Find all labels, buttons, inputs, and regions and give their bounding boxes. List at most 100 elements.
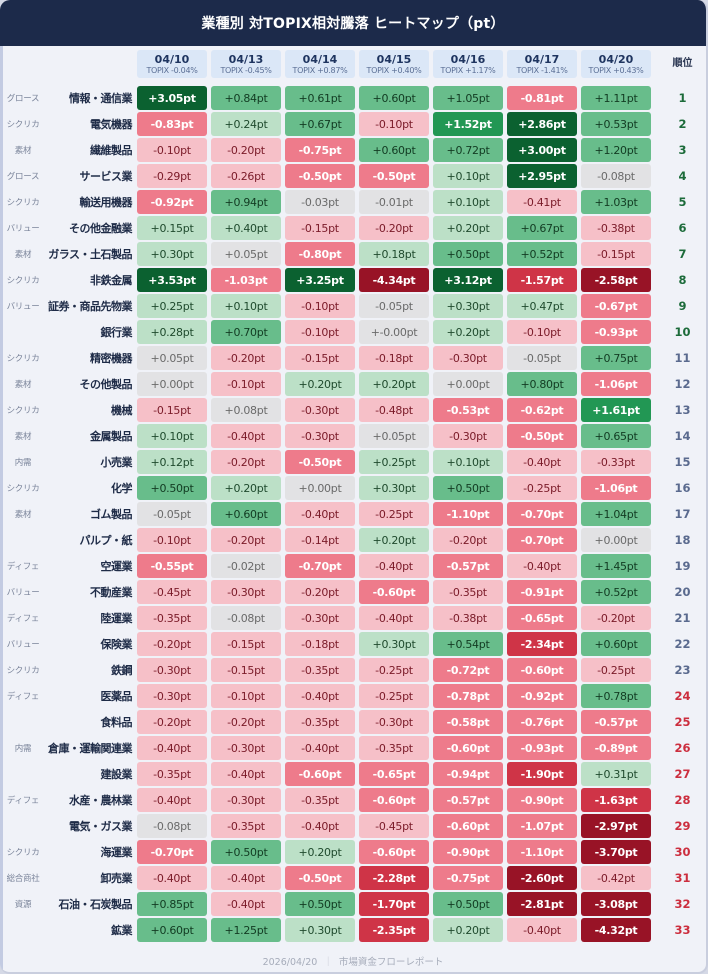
table-row: 建設業 -0.35pt -0.40pt -0.60pt -0.65pt -0.94pt -1… — [0, 762, 706, 786]
table-row: バリュー 不動産業 -0.45pt -0.30pt -0.20pt -0.60pt -0.3… — [0, 580, 706, 604]
style-tag: シクリカ — [6, 276, 40, 286]
topix-change-label: TOPIX +0.43% — [588, 65, 644, 75]
heatmap-cell: +0.67pt — [507, 216, 577, 240]
heatmap-cell: -0.30pt — [211, 736, 281, 760]
sector-name: 水産・農林業 — [69, 794, 133, 807]
heatmap-cell: +0.20pt — [211, 476, 281, 500]
heatmap-cell: -0.35pt — [211, 814, 281, 838]
heatmap-cell: -0.92pt — [507, 684, 577, 708]
heatmap-cell: -0.10pt — [285, 294, 355, 318]
style-tag: ディフェ — [6, 692, 40, 702]
rank-header: 順位 — [672, 58, 693, 69]
style-tag: 素材 — [14, 432, 32, 442]
table-row: シクリカ 精密機器 +0.05pt -0.20pt -0.15pt -0.18pt -0.3… — [0, 346, 706, 370]
rank-value: 9 — [678, 299, 687, 313]
heatmap-cell: -0.15pt — [581, 242, 651, 266]
rank-value: 7 — [678, 247, 687, 261]
heatmap-cell: +-0.00pt — [359, 320, 429, 344]
heatmap-cell: -0.60pt — [507, 658, 577, 682]
heatmap-cell: -0.42pt — [581, 866, 651, 890]
sector-name: パルプ・紙 — [79, 534, 133, 547]
rank-value: 3 — [678, 143, 687, 157]
heatmap-cell: -0.60pt — [433, 814, 503, 838]
heatmap-cell: -0.90pt — [507, 788, 577, 812]
heatmap-cell: -0.30pt — [433, 346, 503, 370]
heatmap-cell: -0.40pt — [211, 866, 281, 890]
sector-name: 電気機器 — [90, 118, 133, 131]
heatmap-cell: -0.50pt — [507, 424, 577, 448]
heatmap-cell: -0.25pt — [359, 502, 429, 526]
rank-value: 30 — [674, 845, 691, 859]
heatmap-cell: +0.50pt — [137, 476, 207, 500]
heatmap-cell: -0.60pt — [359, 840, 429, 864]
table-row: シクリカ 非鉄金属 +3.53pt -1.03pt +3.25pt -4.34pt +3.1… — [0, 268, 706, 292]
table-row: グロース サービス業 -0.29pt -0.26pt -0.50pt -0.50pt +0.… — [0, 164, 706, 188]
heatmap-cell: +0.30pt — [359, 632, 429, 656]
sector-name: 情報・通信業 — [69, 92, 133, 105]
heatmap-cell: +0.20pt — [433, 918, 503, 942]
rank-value: 5 — [678, 195, 687, 209]
heatmap-cell: -0.57pt — [581, 710, 651, 734]
rank-value: 8 — [678, 273, 687, 287]
date-header-04-15: 04/15 TOPIX +0.40% — [359, 50, 429, 78]
heatmap-cell: +0.50pt — [433, 242, 503, 266]
heatmap-cell: +0.75pt — [581, 346, 651, 370]
heatmap-cell: -0.91pt — [507, 580, 577, 604]
heatmap-cell: +0.31pt — [581, 762, 651, 786]
sector-name: 銀行業 — [100, 326, 133, 339]
date-label: 04/15 — [376, 52, 412, 66]
table-row: シクリカ 鉄鋼 -0.30pt -0.15pt -0.35pt -0.25pt -0.72p… — [0, 658, 706, 682]
heatmap-cell: -0.10pt — [211, 372, 281, 396]
heatmap-cell: -0.01pt — [359, 190, 429, 214]
sector-name: その他製品 — [79, 378, 133, 391]
heatmap-cell: -0.40pt — [137, 788, 207, 812]
heatmap-cell: +1.20pt — [581, 138, 651, 162]
heatmap-cell: -0.38pt — [433, 606, 503, 630]
heatmap-cell: +0.72pt — [433, 138, 503, 162]
heatmap-cell: -0.30pt — [359, 710, 429, 734]
style-tag: 素材 — [14, 250, 32, 260]
sector-name: 倉庫・運輸関連業 — [48, 742, 133, 755]
heatmap-cell: -0.58pt — [433, 710, 503, 734]
date-header-04-20: 04/20 TOPIX +0.43% — [581, 50, 651, 78]
table-row: 鉱業 +0.60pt +1.25pt +0.30pt -2.35pt +0.20pt -0.… — [0, 918, 706, 942]
heatmap-cell: -2.60pt — [507, 866, 577, 890]
heatmap-cell: +0.12pt — [137, 450, 207, 474]
heatmap-cell: -1.63pt — [581, 788, 651, 812]
heatmap-cell: -0.35pt — [359, 736, 429, 760]
sector-name: 証券・商品先物業 — [48, 300, 133, 313]
sector-name: 陸運業 — [100, 612, 133, 625]
heatmap-cell: +0.60pt — [359, 86, 429, 110]
heatmap-cell: -0.35pt — [433, 580, 503, 604]
rank-value: 2 — [678, 117, 687, 131]
heatmap-cell: -0.72pt — [433, 658, 503, 682]
style-tag: 素材 — [14, 510, 32, 520]
sector-name: 機械 — [111, 404, 133, 417]
heatmap-cell: -0.35pt — [137, 606, 207, 630]
heatmap-cell: +0.05pt — [211, 242, 281, 266]
heatmap-cell: +3.05pt — [137, 86, 207, 110]
footer-date: 2026/04/20 — [262, 957, 318, 968]
rank-value: 22 — [674, 637, 691, 651]
rank-value: 20 — [674, 585, 691, 599]
date-header-04-13: 04/13 TOPIX -0.45% — [211, 50, 281, 78]
heatmap-cell: -0.30pt — [433, 424, 503, 448]
heatmap-cell: -2.58pt — [581, 268, 651, 292]
heatmap-cell: -0.25pt — [359, 658, 429, 682]
heatmap-cell: -2.34pt — [507, 632, 577, 656]
table-row: パルプ・紙 -0.10pt -0.20pt -0.14pt +0.20pt -0.20pt… — [0, 528, 706, 552]
heatmap-cell: -0.40pt — [507, 554, 577, 578]
topix-change-label: TOPIX -0.45% — [220, 65, 272, 75]
heatmap-cell: -0.30pt — [285, 398, 355, 422]
topix-change-label: TOPIX +0.87% — [292, 65, 348, 75]
heatmap-cell: +0.10pt — [433, 164, 503, 188]
sector-name: 食料品 — [100, 716, 133, 729]
heatmap-cell: +0.20pt — [285, 372, 355, 396]
rank-value: 24 — [674, 689, 691, 703]
heatmap-cell: +0.15pt — [137, 216, 207, 240]
heatmap-cell: +3.12pt — [433, 268, 503, 292]
heatmap-cell: -0.35pt — [285, 788, 355, 812]
sector-name: ガラス・土石製品 — [48, 248, 132, 261]
topix-change-label: TOPIX -0.04% — [146, 65, 198, 75]
rank-value: 16 — [674, 481, 691, 495]
